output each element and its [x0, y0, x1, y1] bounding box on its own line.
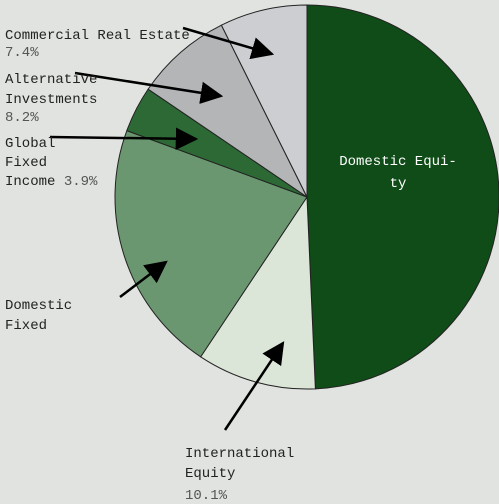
slice-label-domestic-fixed-line-2: Fixed [5, 318, 47, 334]
slice-value-global-fixed-income: 3.9% [64, 174, 98, 190]
slice-labels: Domestic Equi-ty International Equity 10.1%… [5, 28, 457, 504]
slice-value-international-equity: 10.1% [185, 488, 228, 504]
pie-slice-domestic-equity [306, 4, 499, 390]
pie-slice-international-equity [199, 195, 316, 390]
pie-slice-commercial-real-estate [220, 4, 308, 198]
label-arrows [49, 26, 285, 431]
pie-slices [114, 4, 499, 390]
slice-label-international-equity-line-1: International [185, 446, 294, 462]
label-arrow-domestic-fixed [119, 260, 168, 298]
pie-slice-domestic-fixed [114, 129, 308, 358]
slice-label-domestic-fixed-line-1: Domestic [5, 298, 72, 314]
slice-label-international-equity-line-2: Equity [185, 466, 235, 482]
slice-value-alternative-investments: 8.2% [5, 110, 39, 126]
slice-label-global-fixed-income-line-3: Income 3.9% [5, 174, 98, 190]
slice-label-domestic-equity-line-1: Domestic Equi- [339, 154, 457, 170]
slice-label-commercial-real-estate-line-1: Commercial Real Estate [5, 28, 190, 44]
label-arrow-global-fixed-income [49, 127, 199, 150]
slice-label-alternative-investments-line-1: Alternative [5, 72, 97, 88]
slice-label-domestic-equity-line-2: ty [390, 176, 407, 192]
label-arrow-commercial-real-estate [182, 26, 275, 60]
label-arrow-international-equity [223, 341, 285, 431]
slice-label-alternative-investments-line-2: Investments [5, 92, 97, 108]
label-arrow-alternative-investments [74, 71, 224, 104]
slice-label-global-fixed-income-line-2: Fixed [5, 155, 47, 171]
slice-value-commercial-real-estate: 7.4% [5, 45, 39, 61]
slice-label-global-fixed-income-line-1: Global [5, 136, 55, 152]
pie-slice-alternative-investments [147, 24, 309, 199]
